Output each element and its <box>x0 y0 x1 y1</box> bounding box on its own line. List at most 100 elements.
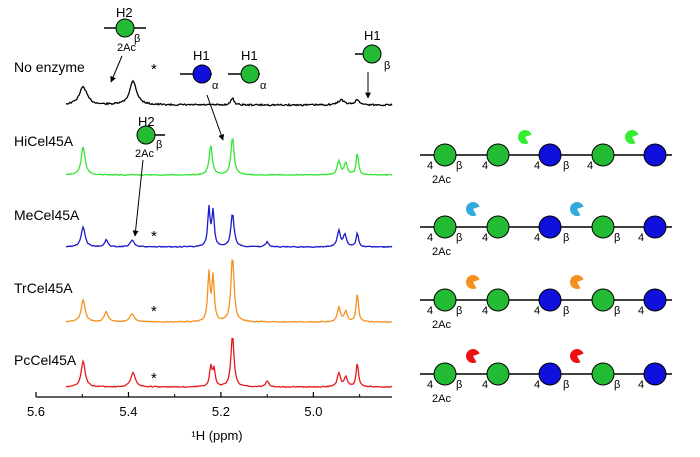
scheme-row: 4 4 4 β β β 4 2Ac <box>420 202 672 258</box>
spectrum-hicel45a <box>66 138 393 177</box>
beta-linkage: β <box>614 305 620 317</box>
glc-symbol <box>136 125 156 145</box>
spectrum-no-enzyme <box>65 79 393 107</box>
enzyme-icon <box>466 349 480 363</box>
linkage-position: 4 <box>482 232 488 244</box>
oligosaccharide-schemes: 4 4 4 β β 4 2Ac 4 4 4 β β β 4 2Ac 4 4 4 β β β 4 2Ac 4 4 4 β β β 4 2Ac <box>420 130 672 405</box>
x-axis-ticks: 5.6 5.4 5.2 5.0 <box>27 392 361 419</box>
mannose-symbol <box>538 362 562 386</box>
h1-label-man: H1 <box>193 48 210 63</box>
annotation-h1-beta: H1 β <box>355 28 390 99</box>
glucose-symbol <box>591 288 615 312</box>
enzyme-icon <box>570 275 584 289</box>
x-tick-label: 5.4 <box>119 404 137 419</box>
annotation-h1-man: H1 α <box>180 48 225 141</box>
alpha-label-man: α <box>212 80 219 92</box>
mannose-symbol <box>643 362 667 386</box>
spectrum-mecel45a <box>65 205 393 249</box>
mannose-symbol <box>643 143 667 167</box>
asterisk-no-enzyme: * <box>151 61 157 78</box>
linkage-position: 4 <box>482 379 488 391</box>
mannose-symbol <box>538 288 562 312</box>
annotation-h1-glc: H1 α <box>228 48 267 92</box>
enzyme-icon <box>466 202 480 216</box>
acetyl-label: 2Ac <box>432 393 451 405</box>
glucose-symbol <box>591 362 615 386</box>
acetyl-label-top: 2Ac <box>117 42 136 54</box>
beta-linkage: β <box>456 305 462 317</box>
glc-symbol <box>240 64 260 84</box>
glucose-symbol <box>433 362 457 386</box>
beta-linkage: β <box>563 305 569 317</box>
series-label-no-enzyme: No enzyme <box>14 59 85 75</box>
beta-linkage: β <box>456 379 462 391</box>
enzyme-icon <box>570 202 584 216</box>
acetyl-label: 2Ac <box>432 246 451 258</box>
glucose-symbol <box>486 143 510 167</box>
x-tick-label: 5.0 <box>304 404 322 419</box>
linkage-position: 4 <box>638 379 644 391</box>
x-tick-label: 5.6 <box>27 404 45 419</box>
glc-symbol <box>362 44 382 64</box>
linkage-position: 4 <box>482 305 488 317</box>
alpha-label-glc: α <box>260 80 267 92</box>
linkage-position: 4 <box>427 305 433 317</box>
series-label-mecel45a: MeCel45A <box>14 207 80 223</box>
glucose-symbol <box>486 288 510 312</box>
linkage-position: 4 <box>427 379 433 391</box>
enzyme-icon <box>466 275 480 289</box>
linkage-position: 4 <box>534 160 540 172</box>
beta-linkage: β <box>563 160 569 172</box>
glucose-symbol <box>433 143 457 167</box>
h1-label-beta: H1 <box>364 28 381 43</box>
linkage-position: 4 <box>638 232 644 244</box>
linkage-position: 4 <box>534 379 540 391</box>
mannose-symbol <box>538 215 562 239</box>
enzyme-icon <box>518 130 532 144</box>
spectrum-trcel45a <box>65 259 392 323</box>
x-tick-label: 5.2 <box>212 404 230 419</box>
linkage-position: 4 <box>427 232 433 244</box>
linkage-position: 4 <box>534 232 540 244</box>
beta-label-lower: β <box>156 139 162 151</box>
linkage-position: 4 <box>427 160 433 172</box>
scheme-row: 4 4 4 β β 4 2Ac <box>420 130 672 186</box>
linkage-position: 4 <box>587 160 593 172</box>
beta-linkage: β <box>456 232 462 244</box>
beta-linkage: β <box>614 379 620 391</box>
acetyl-label: 2Ac <box>432 319 451 331</box>
series-label-trcel45a: TrCel45A <box>14 280 73 296</box>
asterisk-trcel45a: * <box>151 303 157 320</box>
series-label-hicel45a: HiCel45A <box>14 133 74 149</box>
beta-linkage: β <box>563 232 569 244</box>
acetyl-label-lower: 2Ac <box>135 148 154 160</box>
spectrum-pccel45a <box>65 337 392 389</box>
glucose-symbol <box>486 215 510 239</box>
h2-label-lower: H2 <box>138 114 155 129</box>
linkage-position: 4 <box>482 160 488 172</box>
glucose-symbol <box>591 215 615 239</box>
beta-linkage: β <box>456 160 462 172</box>
annotation-h2-lower: H2 2Ac β <box>132 114 165 237</box>
spectra <box>65 79 393 389</box>
glucose-symbol <box>591 143 615 167</box>
scheme-row: 4 4 4 β β β 4 2Ac <box>420 275 672 331</box>
x-axis-label: ¹H (ppm) <box>191 428 242 443</box>
mannose-symbol <box>538 143 562 167</box>
beta-label-top: β <box>134 33 140 45</box>
beta-linkage: β <box>563 379 569 391</box>
linkage-position: 4 <box>638 305 644 317</box>
enzyme-icon <box>625 130 639 144</box>
enzyme-icon <box>570 349 584 363</box>
mannose-symbol <box>643 215 667 239</box>
glc-symbol <box>115 18 135 38</box>
series-label-pccel45a: PcCel45A <box>14 352 77 368</box>
beta-label-right: β <box>384 60 390 72</box>
mannose-symbol <box>643 288 667 312</box>
annotation-h2-top: H2 2Ac β <box>104 5 146 83</box>
man-symbol <box>192 64 212 84</box>
scheme-row: 4 4 4 β β β 4 2Ac <box>420 349 672 405</box>
asterisk-pccel45a: * <box>151 370 157 387</box>
linkage-position: 4 <box>534 305 540 317</box>
